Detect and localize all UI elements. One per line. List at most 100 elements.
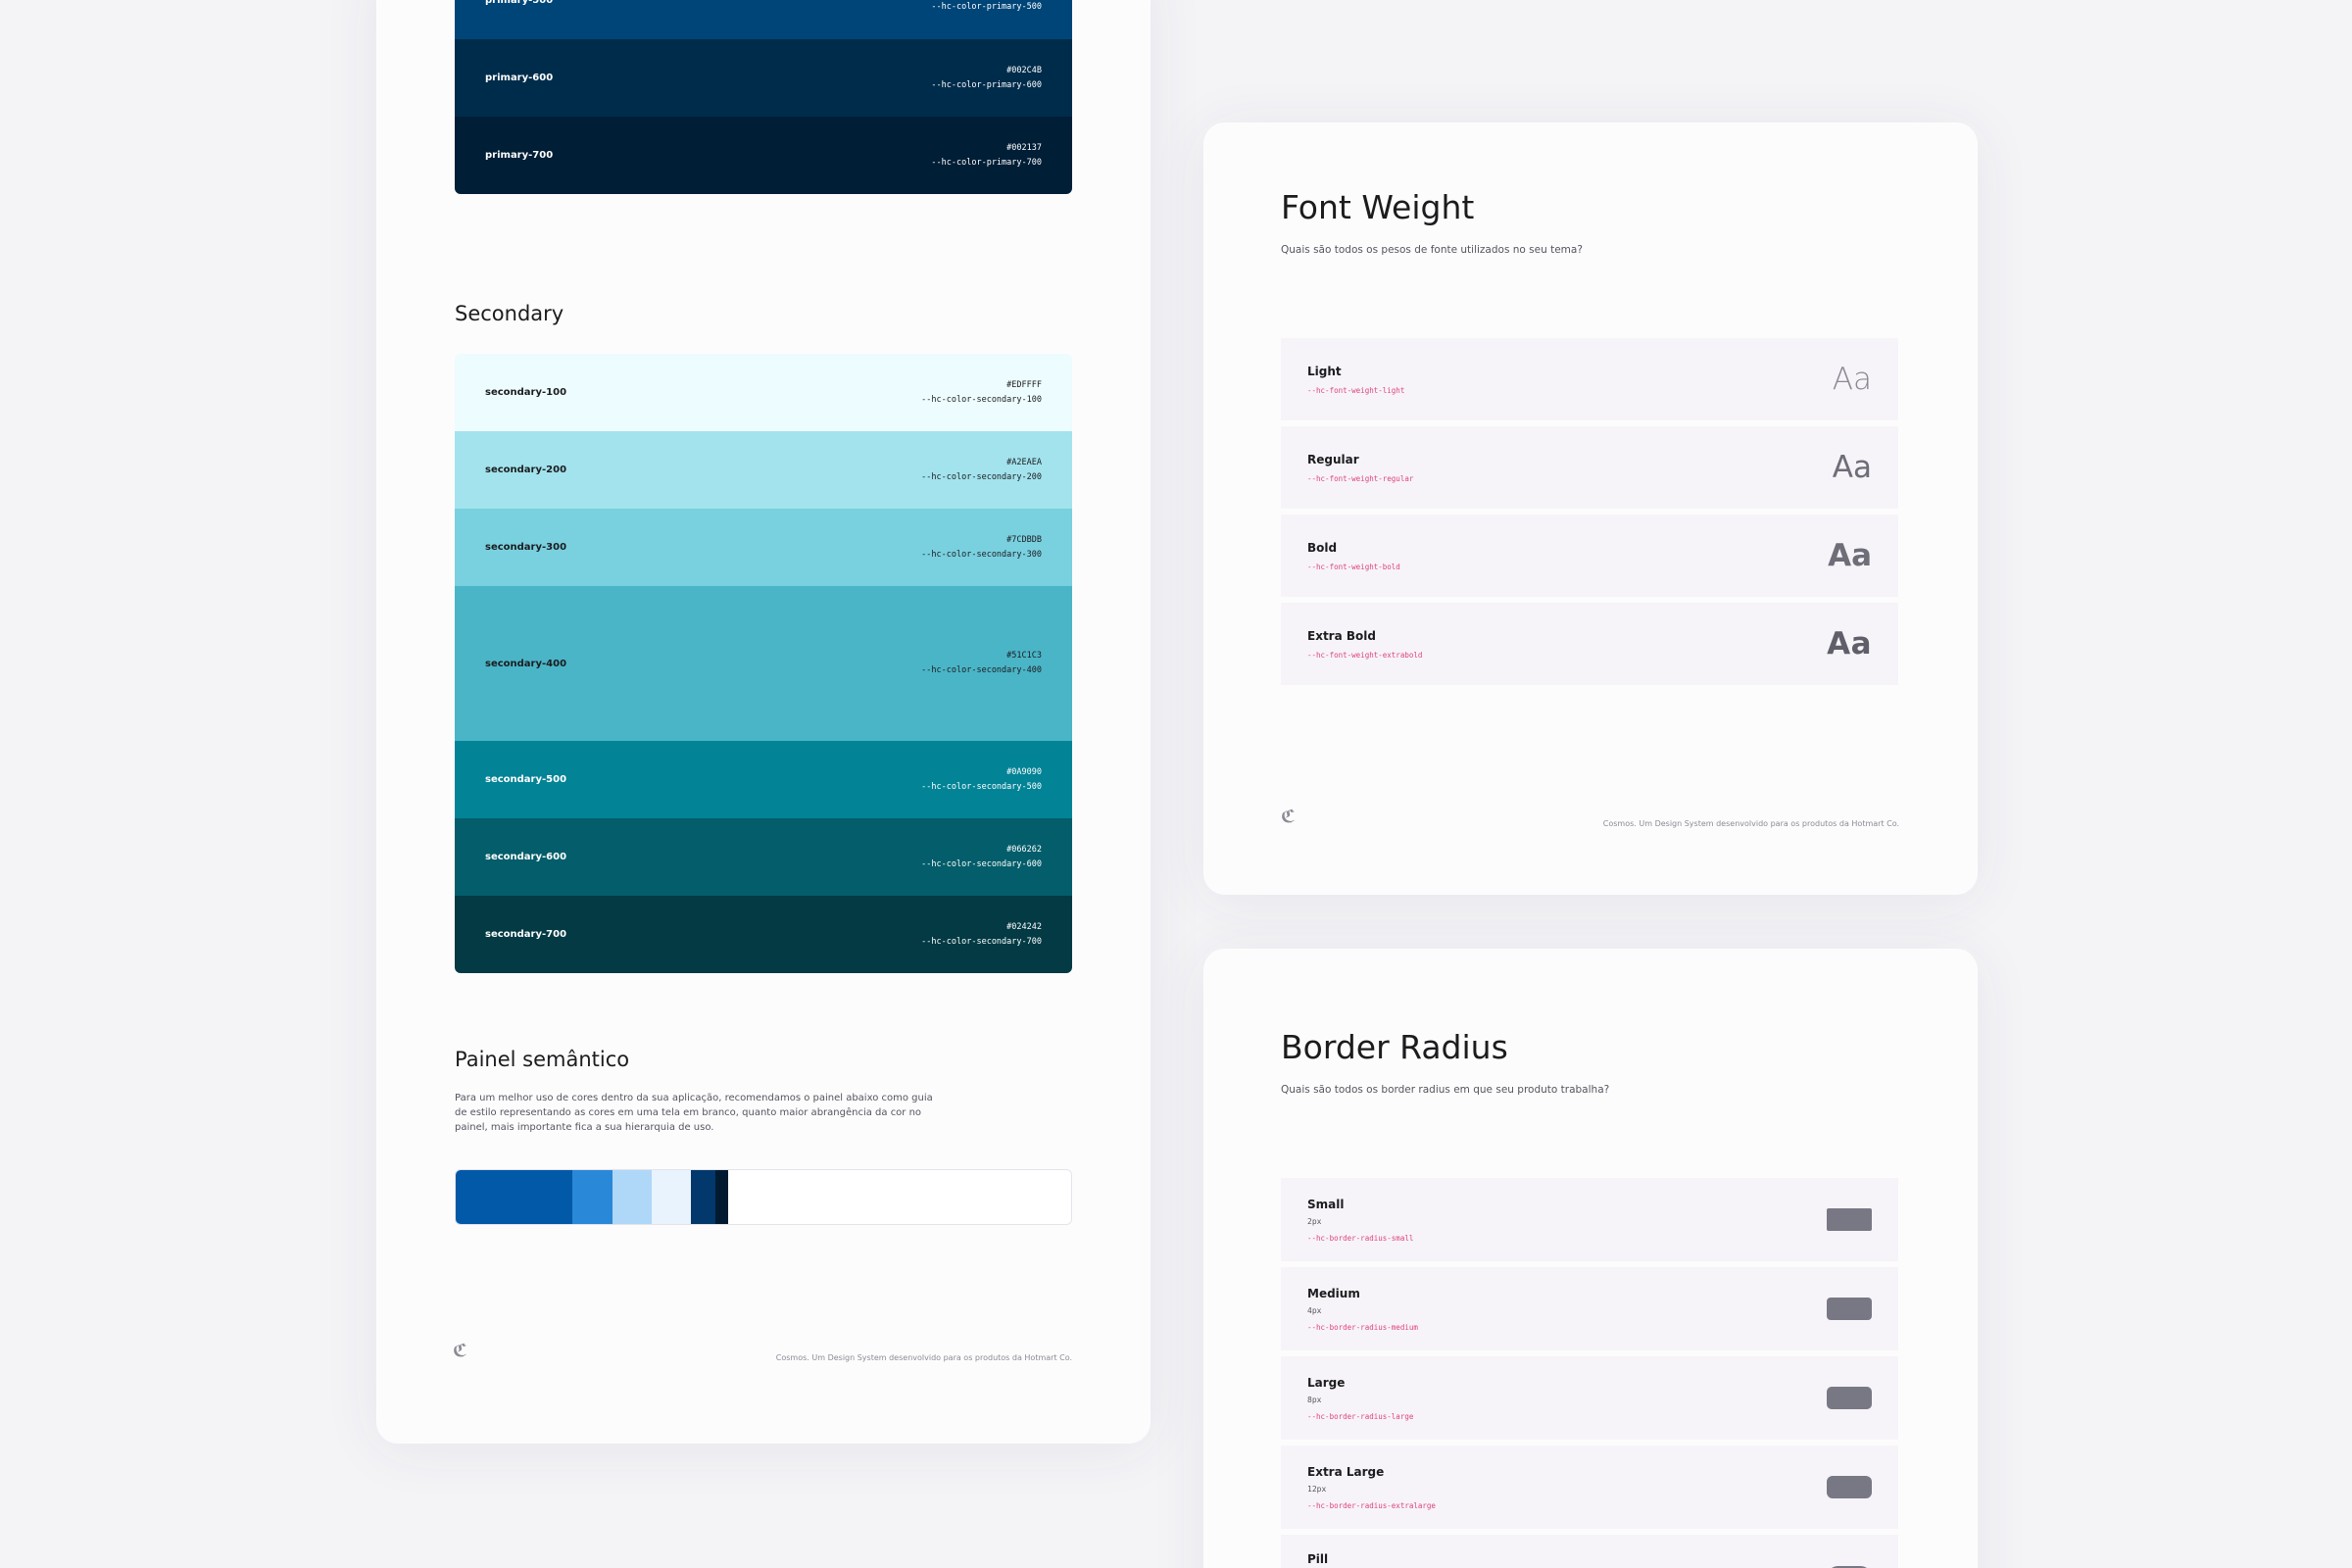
border-radius-row-extralarge: Extra Large 12px --hc-border-radius-extr… (1281, 1446, 1898, 1529)
font-weight-card: Font Weight Quais são todos os pesos de … (1203, 122, 1978, 895)
swatch-token: --hc-color-primary-500 (931, 2, 1042, 12)
border-radius-row-medium: Medium 4px --hc-border-radius-medium (1281, 1267, 1898, 1350)
swatch-token: --hc-color-primary-600 (931, 79, 1042, 90)
row-token: --hc-font-weight-light (1307, 385, 1405, 395)
swatch-meta: #51C1C3 --hc-color-secondary-400 (921, 649, 1042, 678)
row-size: 4px (1307, 1305, 1322, 1315)
swatch-meta: #024242 --hc-color-secondary-700 (921, 920, 1042, 950)
swatch-meta: #004578 --hc-color-primary-500 (931, 0, 1042, 15)
swatch-token: --hc-color-secondary-500 (921, 781, 1042, 792)
row-token: --hc-font-weight-regular (1307, 473, 1414, 483)
row-size: 12px (1307, 1484, 1327, 1494)
footer-text: Cosmos. Um Design System desenvolvido pa… (1602, 819, 1899, 828)
row-token: --hc-font-weight-bold (1307, 562, 1400, 571)
swatch-primary-500: primary-500 #004578 --hc-color-primary-5… (455, 0, 1072, 39)
swatch-name: secondary-400 (485, 658, 567, 669)
row-label: Pill (1307, 1552, 1329, 1566)
row-label: Bold (1307, 540, 1338, 555)
row-token: --hc-border-radius-medium (1307, 1322, 1418, 1332)
row-token: --hc-border-radius-small (1307, 1233, 1414, 1243)
font-sample: Aa (1832, 450, 1872, 485)
semantic-segment (714, 1170, 728, 1224)
font-sample: Aa (1832, 362, 1872, 397)
swatch-hex: #066262 (1006, 844, 1042, 855)
radius-preview (1827, 1566, 1872, 1568)
semantic-segment (690, 1170, 715, 1224)
swatch-hex: #002C4B (1006, 65, 1042, 75)
font-weight-title: Font Weight (1281, 188, 1475, 226)
swatch-meta: #EDFFFF --hc-color-secondary-100 (921, 378, 1042, 408)
swatch-name: secondary-600 (485, 852, 567, 862)
swatch-secondary-200: secondary-200 #A2EAEA --hc-color-seconda… (455, 431, 1072, 509)
swatch-token: --hc-color-secondary-100 (921, 394, 1042, 405)
semantic-segment (727, 1170, 1071, 1224)
font-weight-row-light: Light --hc-font-weight-light Aa (1281, 338, 1898, 420)
border-radius-row-pill: Pill (1281, 1535, 1898, 1568)
row-token: --hc-border-radius-large (1307, 1411, 1414, 1421)
swatch-name: secondary-100 (485, 387, 567, 398)
swatch-secondary-300: secondary-300 #7CDBDB --hc-color-seconda… (455, 509, 1072, 586)
swatch-name: secondary-300 (485, 542, 567, 553)
swatch-meta: #066262 --hc-color-secondary-600 (921, 843, 1042, 872)
row-label: Light (1307, 364, 1342, 378)
row-label: Small (1307, 1197, 1345, 1211)
font-weight-list: Light --hc-font-weight-light Aa Regular … (1281, 338, 1898, 685)
row-token: --hc-border-radius-extralarge (1307, 1500, 1436, 1510)
swatch-meta: #7CDBDB --hc-color-secondary-300 (921, 533, 1042, 563)
secondary-title: Secondary (455, 302, 564, 325)
swatch-meta: #002137 --hc-color-primary-700 (931, 141, 1042, 171)
swatch-secondary-600: secondary-600 #066262 --hc-color-seconda… (455, 818, 1072, 896)
swatch-token: --hc-color-secondary-700 (921, 936, 1042, 947)
semantic-segment (456, 1170, 573, 1224)
semantic-title: Painel semântico (455, 1048, 630, 1071)
radius-preview (1827, 1298, 1872, 1320)
colors-card: primary-500 #004578 --hc-color-primary-5… (376, 0, 1151, 1444)
swatch-hex: #0A9090 (1006, 766, 1042, 777)
swatch-meta: #0A9090 --hc-color-secondary-500 (921, 765, 1042, 795)
swatch-name: primary-500 (485, 0, 554, 6)
swatch-name: primary-600 (485, 73, 554, 83)
row-label: Extra Large (1307, 1464, 1385, 1479)
secondary-palette: secondary-100 #EDFFFF --hc-color-seconda… (455, 354, 1072, 973)
row-size: 2px (1307, 1216, 1322, 1226)
swatch-meta: #A2EAEA --hc-color-secondary-200 (921, 456, 1042, 485)
font-weight-subtitle: Quais são todos os pesos de fonte utiliz… (1281, 244, 1583, 256)
semantic-segment (572, 1170, 612, 1224)
border-radius-title: Border Radius (1281, 1028, 1508, 1066)
border-radius-list: Small 2px --hc-border-radius-small Mediu… (1281, 1178, 1898, 1568)
radius-preview (1827, 1387, 1872, 1409)
radius-preview (1827, 1476, 1872, 1498)
semantic-segment (651, 1170, 691, 1224)
semantic-description: Para um melhor uso de cores dentro da su… (455, 1093, 933, 1133)
swatch-name: primary-700 (485, 150, 554, 161)
border-radius-row-large: Large 8px --hc-border-radius-large (1281, 1356, 1898, 1440)
row-size: 8px (1307, 1395, 1322, 1404)
swatch-name: secondary-500 (485, 774, 567, 785)
swatch-hex: #51C1C3 (1006, 651, 1042, 661)
border-radius-row-small: Small 2px --hc-border-radius-small (1281, 1178, 1898, 1261)
swatch-hex: #002137 (1006, 142, 1042, 153)
radius-preview (1827, 1208, 1872, 1231)
border-radius-card: Border Radius Quais são todos os border … (1203, 949, 1978, 1568)
swatch-secondary-700: secondary-700 #024242 --hc-color-seconda… (455, 896, 1072, 973)
font-sample: Aa (1828, 538, 1872, 573)
swatch-name: secondary-700 (485, 929, 567, 940)
swatch-name: secondary-200 (485, 465, 567, 475)
cosmos-logo-icon: ℭ (453, 1341, 467, 1361)
swatch-meta: #002C4B --hc-color-primary-600 (931, 64, 1042, 93)
swatch-token: --hc-color-secondary-300 (921, 549, 1042, 560)
swatch-primary-700: primary-700 #002137 --hc-color-primary-7… (455, 117, 1072, 194)
semantic-segment (612, 1170, 652, 1224)
cosmos-logo-icon: ℭ (1281, 807, 1296, 827)
footer-text: Cosmos. Um Design System desenvolvido pa… (775, 1353, 1072, 1362)
swatch-token: --hc-color-secondary-200 (921, 471, 1042, 482)
border-radius-subtitle: Quais são todos os border radius em que … (1281, 1084, 1610, 1096)
font-weight-row-regular: Regular --hc-font-weight-regular Aa (1281, 426, 1898, 509)
row-label: Large (1307, 1375, 1346, 1390)
font-weight-row-bold: Bold --hc-font-weight-bold Aa (1281, 514, 1898, 597)
swatch-token: --hc-color-primary-700 (931, 157, 1042, 168)
primary-palette: primary-500 #004578 --hc-color-primary-5… (455, 0, 1072, 194)
font-sample: Aa (1827, 626, 1872, 662)
row-label: Extra Bold (1307, 628, 1376, 643)
semantic-panel (455, 1169, 1072, 1225)
